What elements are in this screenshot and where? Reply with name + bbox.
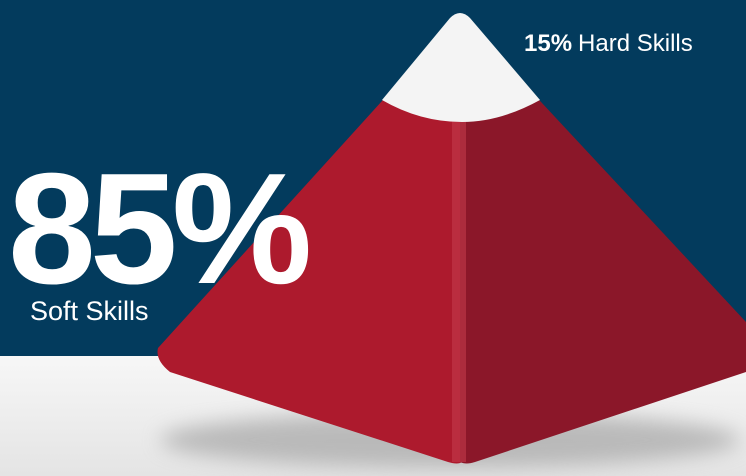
- hard-skills-label: Hard Skills: [578, 30, 693, 57]
- pyramid-edge: [452, 118, 466, 462]
- pyramid-right-face: [460, 15, 746, 464]
- soft-skills-label: Soft Skills: [30, 296, 149, 326]
- hard-skills-value: 15%: [524, 30, 572, 57]
- pyramid-left-face: [157, 15, 462, 464]
- pyramid-cap: [382, 13, 540, 122]
- soft-skills-value: 85%: [8, 141, 309, 317]
- hard-skills-caption: 15% Hard Skills: [524, 30, 693, 57]
